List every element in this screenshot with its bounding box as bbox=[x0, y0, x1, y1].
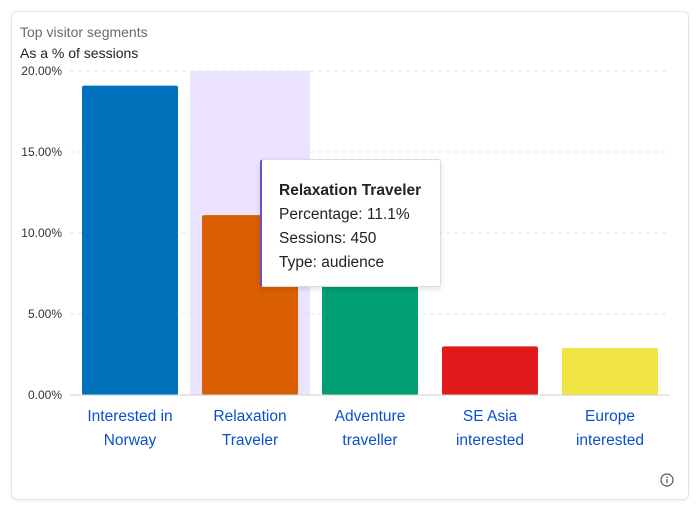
y-tick-label: 5.00% bbox=[28, 307, 62, 321]
bar-tooltip: Relaxation Traveler Percentage: 11.1% Se… bbox=[260, 159, 441, 287]
tooltip-sessions: Sessions: 450 bbox=[279, 230, 377, 247]
y-tick-label: 10.00% bbox=[21, 226, 62, 240]
x-tick-label[interactable]: Adventure traveller bbox=[335, 408, 406, 449]
chart-subtitle: As a % of sessions bbox=[20, 45, 139, 61]
tooltip-title: Relaxation Traveler bbox=[279, 182, 422, 199]
chart-title: Top visitor segments bbox=[20, 24, 148, 40]
y-tick-label: 15.00% bbox=[21, 145, 62, 159]
tooltip-type: Type: audience bbox=[279, 254, 385, 271]
x-tick-label[interactable]: Relaxation Traveler bbox=[213, 408, 286, 449]
bar[interactable] bbox=[322, 255, 418, 395]
tooltip-percentage: Percentage: 11.1% bbox=[279, 206, 410, 223]
bar[interactable] bbox=[82, 85, 178, 395]
x-tick-label[interactable]: Interested in Norway bbox=[87, 408, 172, 449]
bar[interactable] bbox=[442, 346, 538, 395]
bar[interactable] bbox=[562, 348, 658, 395]
info-icon[interactable] bbox=[660, 473, 674, 487]
y-tick-label: 20.00% bbox=[21, 64, 62, 78]
y-tick-label: 0.00% bbox=[28, 388, 62, 402]
x-tick-label[interactable]: Europe interested bbox=[576, 408, 644, 449]
x-tick-label[interactable]: SE Asia interested bbox=[456, 408, 524, 449]
